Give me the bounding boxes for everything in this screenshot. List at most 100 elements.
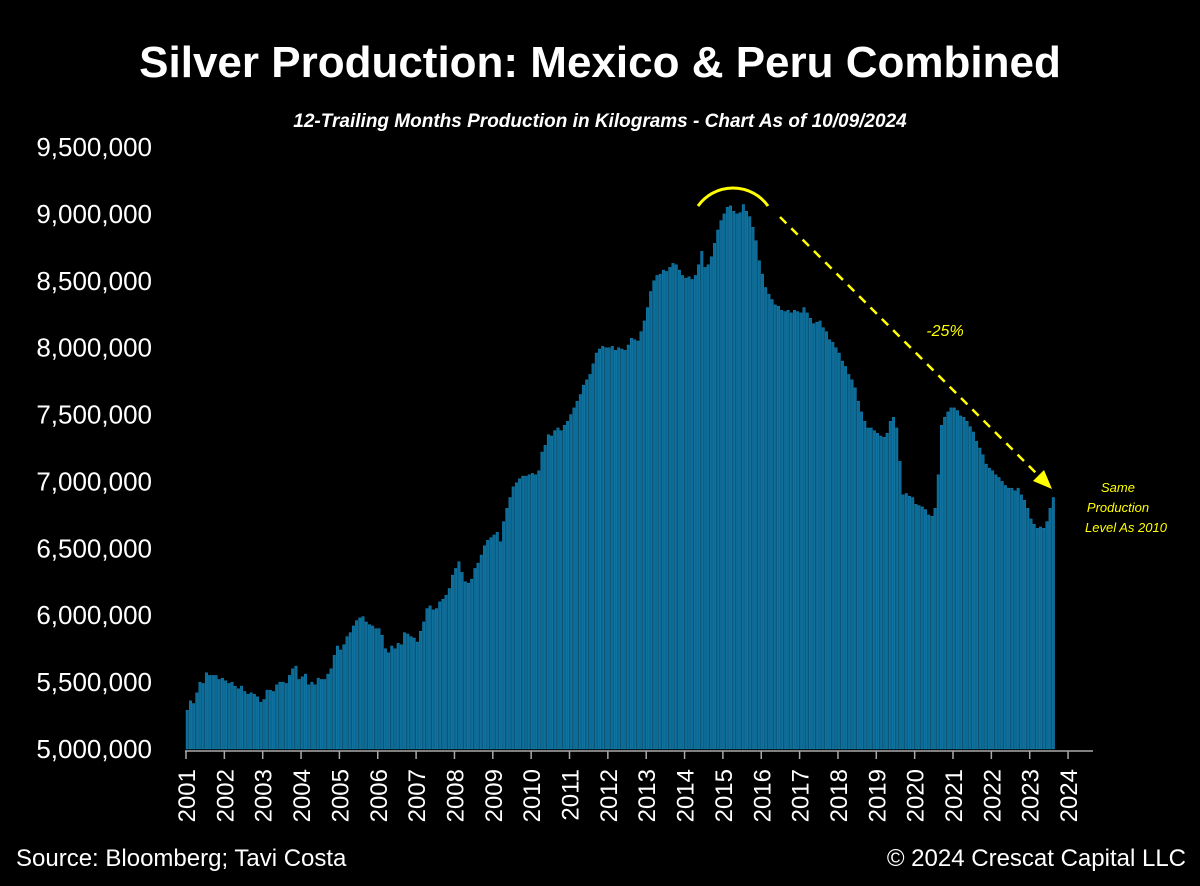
annotations: -25% Same Production Level As 2010 [696,186,1168,535]
bar [265,689,269,750]
bar [569,414,573,750]
bar [703,267,707,750]
peak-arc [696,186,770,207]
bar [984,463,988,750]
bar [188,700,192,750]
bar [550,435,554,750]
bar [840,360,844,750]
bar [834,347,838,750]
bar [872,430,876,750]
x-tick-label: 2011 [558,769,585,821]
bar [249,692,253,750]
bar [796,311,800,750]
bar [866,427,870,750]
bar [505,508,509,750]
bar [214,675,218,750]
bar [805,312,809,750]
bar [876,433,879,750]
bar [192,703,196,750]
bar [332,655,336,750]
bar [968,426,972,750]
x-tick-label: 2004 [289,769,316,822]
bar [377,628,381,750]
bar [412,637,416,750]
bar [380,635,384,750]
x-tick-label: 2007 [404,769,431,822]
bar [936,474,940,750]
bar [1051,497,1055,750]
bar [863,421,867,750]
bar [623,350,627,750]
x-tick-label: 2003 [251,769,278,822]
bar [828,339,832,750]
bar [700,251,704,750]
bar [780,310,784,750]
bar [351,625,355,750]
bar [799,312,803,750]
chart-title: Silver Production: Mexico & Peru Combine… [139,38,1061,87]
bar [559,430,563,750]
bar [588,374,592,750]
y-tick-label: 9,500,000 [36,132,152,162]
bar [329,668,333,750]
bar [821,327,825,750]
bar [671,263,675,750]
bar [748,216,752,750]
bar [633,339,637,750]
bar [281,681,285,750]
bar [361,616,365,750]
bar [553,430,557,750]
bar [495,532,499,750]
bar [610,346,614,750]
bar [543,445,547,750]
bar [336,645,339,750]
x-tick-label: 2002 [212,769,239,822]
bar [847,374,851,750]
bar [789,312,793,750]
decline-arrow-line [779,216,1044,481]
bar [697,264,701,750]
bar [540,451,544,750]
bar [706,264,710,750]
bar [783,311,787,750]
bar [860,411,864,750]
bar [566,421,569,750]
bar [208,675,212,750]
bar [358,617,362,750]
bar [793,310,796,750]
bar [911,497,915,750]
x-tick-label: 2024 [1056,769,1083,822]
bar [1019,494,1023,750]
bar [770,299,774,750]
bar [348,632,352,750]
x-tick-label: 2015 [711,769,738,822]
bar [320,679,323,750]
bar [786,310,790,750]
bar [914,503,918,750]
bar [441,598,445,750]
bar [1000,481,1004,750]
bar [447,588,451,750]
bar [946,411,950,750]
bar [1039,526,1042,750]
bar [924,509,927,750]
bar [259,701,263,750]
bar [837,352,841,750]
bar [642,320,646,750]
bar [636,340,640,750]
bar [572,407,576,750]
bar [1035,528,1039,750]
bar [342,644,346,750]
bar [754,240,758,750]
bar [297,679,301,750]
bar [457,561,461,750]
bar [195,692,199,750]
end-note-line-3: Level As 2010 [1085,520,1168,535]
bar [470,578,474,750]
bar [626,344,630,750]
bars [185,204,1055,750]
bar [198,681,202,750]
bar [224,680,228,750]
bar [601,346,605,750]
bar [831,342,835,750]
